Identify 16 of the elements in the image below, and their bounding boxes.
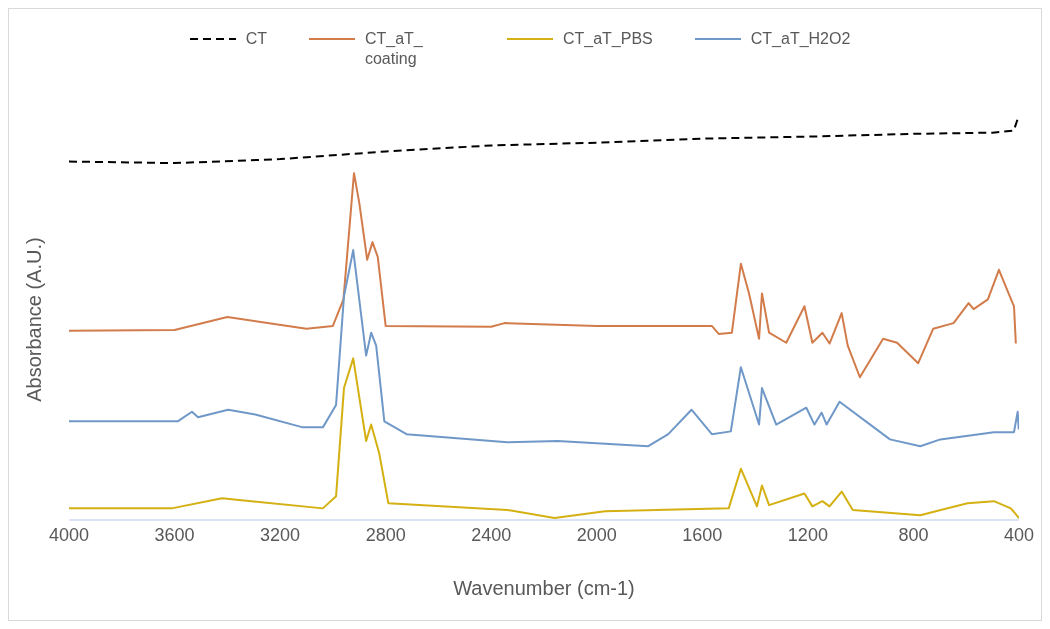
x-tick-label: 2800: [365, 524, 406, 545]
x-axis-title: Wavenumber (cm-1): [453, 577, 635, 599]
x-tick-label: 1600: [682, 524, 723, 545]
y-axis-title: Absorbance (A.U.): [23, 237, 46, 402]
x-tick-label: 4000: [48, 524, 90, 545]
x-tick-label: 2000: [576, 524, 617, 545]
x-tick-label: 1200: [787, 524, 828, 545]
legend-label: CT_aT_ coating: [364, 29, 424, 69]
legend-label: CT: [245, 29, 267, 49]
x-tick-label: 800: [898, 524, 929, 545]
legend-label: CT_aT_PBS: [562, 29, 653, 49]
legend-label: CT_aT_H2O2: [750, 29, 851, 49]
x-tick-label: 3200: [260, 524, 301, 545]
x-tick-label: 400: [1003, 524, 1035, 545]
x-tick-label: 2400: [471, 524, 512, 545]
x-tick-label: 3600: [154, 524, 195, 545]
